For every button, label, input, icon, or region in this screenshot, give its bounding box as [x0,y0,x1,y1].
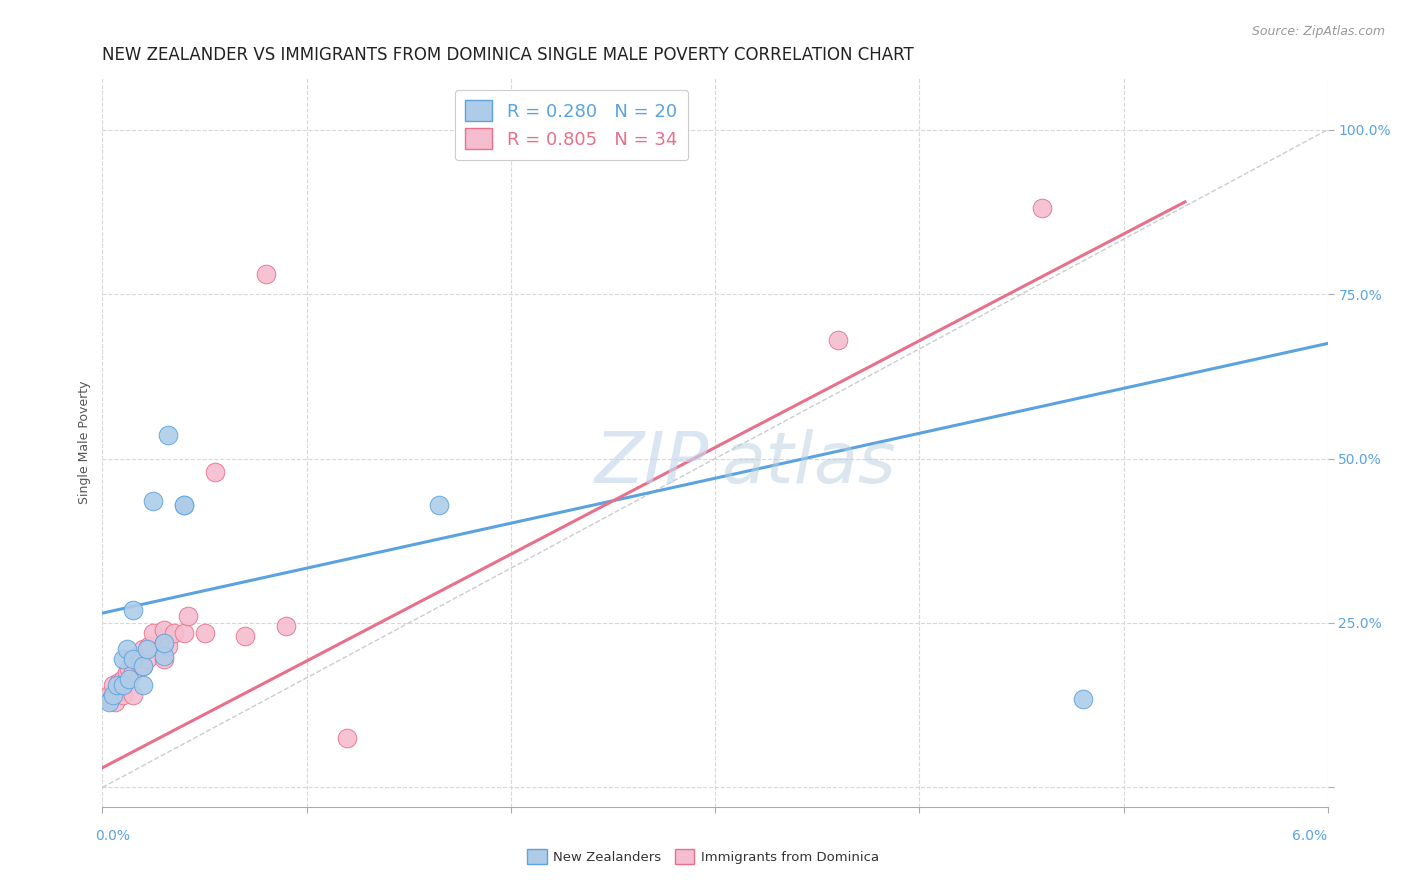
Point [101,678,124,692]
Y-axis label: Single Male Poverty: Single Male Poverty [79,380,91,504]
Point [163,625,186,640]
Legend: R = 0.280   N = 20, R = 0.805   N = 34: R = 0.280 N = 20, R = 0.805 N = 34 [454,89,688,161]
Point [122,689,145,703]
Point [111,678,134,692]
Point [111,689,134,703]
Point [276,619,298,633]
Point [1071,691,1094,706]
Point [104,695,127,709]
Point [132,658,155,673]
Text: 0.0%: 0.0% [96,830,131,843]
Text: ZIP: ZIP [595,429,709,499]
Point [152,648,174,663]
Point [97,689,120,703]
Point [173,498,195,512]
Point [122,652,145,666]
Point [115,642,138,657]
Legend: New Zealanders, Immigrants from Dominica: New Zealanders, Immigrants from Dominica [522,844,884,870]
Point [132,642,155,657]
Point [136,642,159,657]
Point [101,689,124,703]
Point [173,625,195,640]
Point [111,672,134,686]
Point [111,652,134,666]
Point [115,665,138,680]
Point [827,333,849,347]
Point [235,629,257,643]
Point [107,675,129,690]
Text: Source: ZipAtlas.com: Source: ZipAtlas.com [1251,25,1385,38]
Point [173,498,195,512]
Point [138,639,160,653]
Point [105,678,128,692]
Point [122,665,145,680]
Point [97,695,120,709]
Point [156,428,179,442]
Text: NEW ZEALANDER VS IMMIGRANTS FROM DOMINICA SINGLE MALE POVERTY CORRELATION CHART: NEW ZEALANDER VS IMMIGRANTS FROM DOMINIC… [103,46,914,64]
Point [429,498,451,512]
Point [132,678,155,692]
Point [204,465,226,479]
Point [118,662,141,676]
Point [100,691,122,706]
Point [136,652,159,666]
Point [105,685,128,699]
Point [132,658,155,673]
Point [254,267,277,281]
Point [152,636,174,650]
Text: atlas: atlas [721,429,896,499]
Text: 6.0%: 6.0% [1292,830,1327,843]
Point [128,656,150,670]
Point [336,731,359,746]
Point [1031,202,1053,216]
Point [142,625,165,640]
Point [177,609,200,624]
Point [96,691,118,706]
Point [152,623,174,637]
Point [152,652,174,666]
Point [142,494,165,508]
Point [156,639,179,653]
Point [118,672,141,686]
Point [193,625,215,640]
Point [152,636,174,650]
Point [122,603,145,617]
